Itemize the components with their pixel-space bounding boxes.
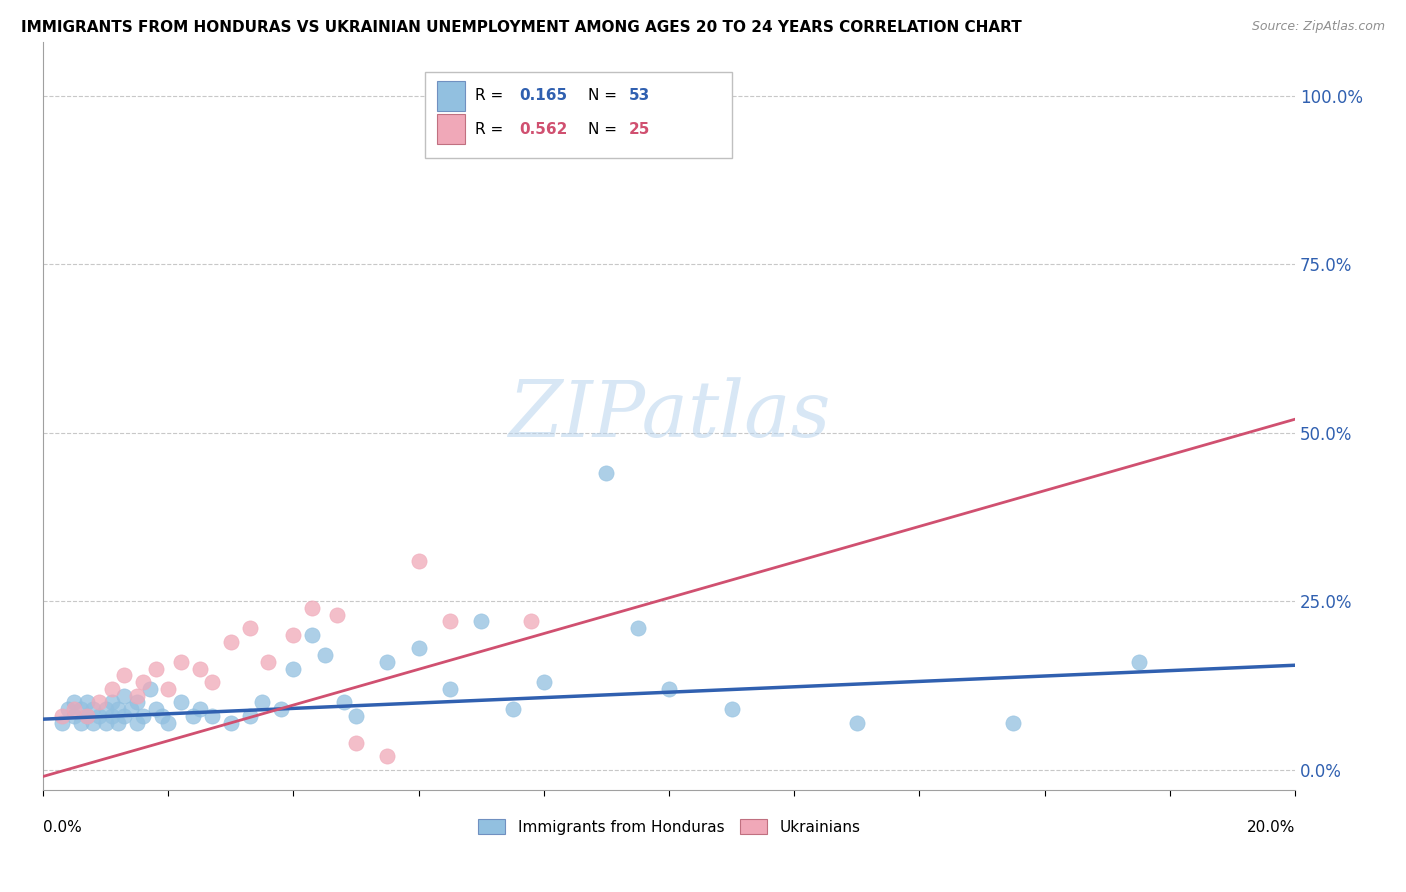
Point xyxy=(239,708,262,723)
Point xyxy=(107,702,129,716)
Point xyxy=(283,662,305,676)
Point xyxy=(658,681,681,696)
Point xyxy=(1128,655,1150,669)
Point xyxy=(132,708,155,723)
Point xyxy=(114,689,136,703)
Point xyxy=(219,634,242,648)
Point xyxy=(101,681,124,696)
Point xyxy=(408,641,430,656)
Point xyxy=(326,607,349,622)
Point xyxy=(157,715,180,730)
Point xyxy=(188,702,211,716)
Point xyxy=(845,715,868,730)
Text: R =: R = xyxy=(475,88,508,103)
Point xyxy=(51,715,73,730)
FancyBboxPatch shape xyxy=(437,114,465,145)
Point xyxy=(125,689,148,703)
Point xyxy=(470,615,492,629)
Point xyxy=(51,708,73,723)
Point xyxy=(63,708,86,723)
Point xyxy=(114,708,136,723)
Point xyxy=(132,675,155,690)
Point xyxy=(150,708,173,723)
Point xyxy=(439,615,461,629)
Point xyxy=(138,681,160,696)
Text: 25: 25 xyxy=(628,122,651,136)
Point xyxy=(107,715,129,730)
Point xyxy=(170,695,193,709)
Point xyxy=(607,88,630,103)
Text: 0.165: 0.165 xyxy=(519,88,567,103)
Point xyxy=(183,708,205,723)
Point xyxy=(63,702,86,716)
Text: IMMIGRANTS FROM HONDURAS VS UKRAINIAN UNEMPLOYMENT AMONG AGES 20 TO 24 YEARS COR: IMMIGRANTS FROM HONDURAS VS UKRAINIAN UN… xyxy=(21,20,1022,35)
Point xyxy=(101,708,124,723)
Text: 20.0%: 20.0% xyxy=(1247,820,1295,835)
Point xyxy=(270,702,292,716)
Point xyxy=(720,702,742,716)
Text: 0.0%: 0.0% xyxy=(44,820,82,835)
Point xyxy=(283,628,305,642)
Point xyxy=(301,628,323,642)
Point xyxy=(301,601,323,615)
Point xyxy=(145,702,167,716)
Point xyxy=(201,708,224,723)
Point xyxy=(377,655,399,669)
Point xyxy=(533,675,555,690)
Point xyxy=(76,695,98,709)
Point xyxy=(89,708,111,723)
Point xyxy=(69,715,91,730)
Point xyxy=(89,695,111,709)
Point xyxy=(439,681,461,696)
Point xyxy=(157,681,180,696)
Text: 53: 53 xyxy=(628,88,650,103)
Point xyxy=(101,695,124,709)
Point xyxy=(56,702,79,716)
Point xyxy=(627,621,650,635)
FancyBboxPatch shape xyxy=(425,71,731,158)
Point xyxy=(201,675,224,690)
Text: N =: N = xyxy=(588,122,621,136)
Point xyxy=(125,695,148,709)
Legend: Immigrants from Honduras, Ukrainians: Immigrants from Honduras, Ukrainians xyxy=(478,819,860,835)
Point xyxy=(344,708,367,723)
Text: ZIPatlas: ZIPatlas xyxy=(508,377,831,454)
Point xyxy=(69,702,91,716)
Text: N =: N = xyxy=(588,88,621,103)
Point xyxy=(250,695,273,709)
Point xyxy=(314,648,336,662)
Text: R =: R = xyxy=(475,122,508,136)
Point xyxy=(188,662,211,676)
Point xyxy=(94,715,117,730)
Point xyxy=(76,708,98,723)
Point xyxy=(408,554,430,568)
Point xyxy=(502,702,524,716)
Point xyxy=(145,662,167,676)
Point xyxy=(82,702,104,716)
Point xyxy=(332,695,354,709)
Point xyxy=(377,749,399,764)
FancyBboxPatch shape xyxy=(437,80,465,111)
Point xyxy=(257,655,280,669)
Point xyxy=(595,466,617,480)
Point xyxy=(125,715,148,730)
Point xyxy=(520,615,543,629)
Point xyxy=(219,715,242,730)
Text: 0.562: 0.562 xyxy=(519,122,567,136)
Point xyxy=(344,736,367,750)
Point xyxy=(120,702,142,716)
Point xyxy=(82,715,104,730)
Point xyxy=(63,695,86,709)
Point xyxy=(114,668,136,682)
Point xyxy=(94,702,117,716)
Text: Source: ZipAtlas.com: Source: ZipAtlas.com xyxy=(1251,20,1385,33)
Point xyxy=(239,621,262,635)
Point xyxy=(170,655,193,669)
Point xyxy=(76,708,98,723)
Point xyxy=(1002,715,1025,730)
